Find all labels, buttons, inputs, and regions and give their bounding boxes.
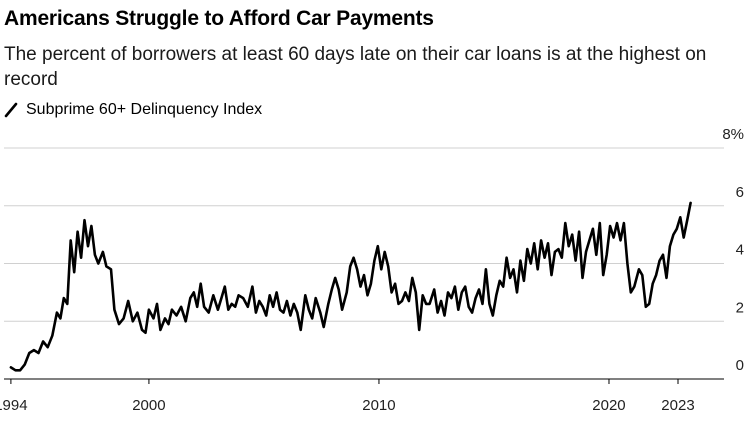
y-tick-label-2: 2 [736, 299, 744, 316]
legend: Subprime 60+ Delinquency Index [4, 100, 262, 120]
legend-line-icon [4, 102, 18, 118]
chart-title: Americans Struggle to Afford Car Payment… [4, 7, 434, 30]
x-tick-label-2023: 2023 [661, 397, 694, 414]
plot-area [9, 201, 692, 372]
x-tick-label-2000: 2000 [132, 397, 165, 414]
legend-label: Subprime 60+ Delinquency Index [26, 101, 263, 118]
y-tick-label-0: 0 [736, 357, 744, 374]
y-tick-label-6: 6 [736, 184, 744, 201]
grid: 0 2 4 6 8% [4, 126, 744, 374]
y-tick-label-8: 8% [722, 126, 744, 143]
x-tick-label-2020: 2020 [592, 397, 625, 414]
x-tick-label-1994: 1994 [0, 397, 28, 414]
x-axis: 1994 2000 2010 2020 2023 [0, 378, 724, 414]
x-tick-label-2010: 2010 [362, 397, 395, 414]
y-tick-label-4: 4 [736, 242, 744, 259]
series-line-0 [9, 201, 692, 372]
chart-subtitle: The percent of borrowers at least 60 day… [4, 44, 707, 90]
